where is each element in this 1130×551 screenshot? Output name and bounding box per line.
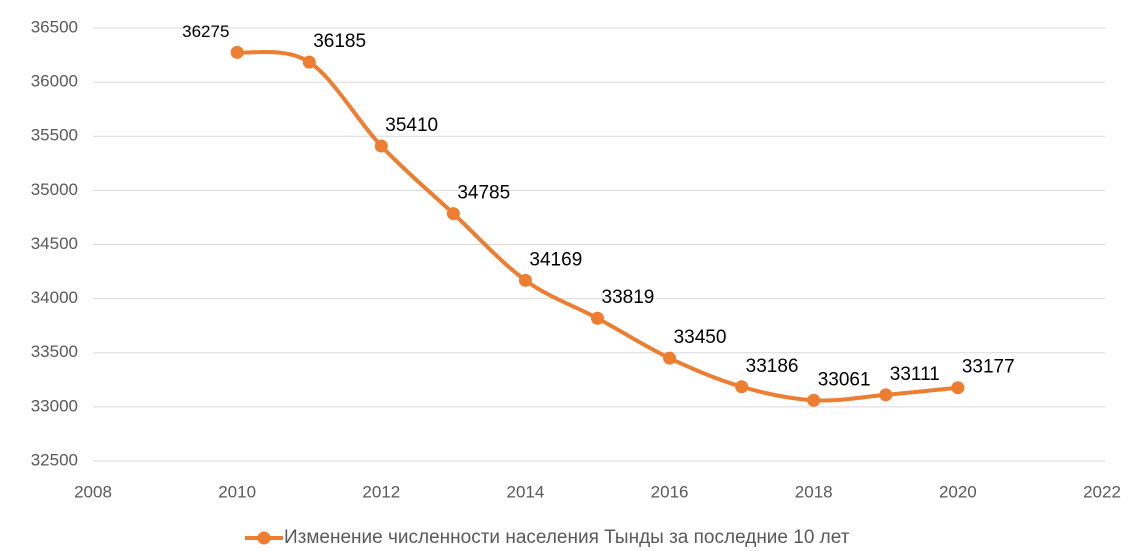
point [518,273,532,287]
x-tick-label: 2016 [651,482,689,501]
point [663,351,677,365]
data-label: 33061 [818,369,871,390]
point [951,381,965,395]
y-tick-label: 33500 [31,342,78,361]
x-tick-label: 2018 [795,482,833,501]
point [302,55,316,69]
data-label: 34169 [529,249,582,270]
y-tick-label: 34000 [31,288,78,307]
data-label: 36275 [182,22,229,41]
series-line [236,49,959,403]
y-tick-label: 35000 [31,180,78,199]
x-tick-label: 2014 [507,482,545,501]
point [591,311,604,325]
y-tick-label: 36500 [31,17,78,36]
data-label: 36185 [313,31,366,52]
y-tick-label: 34500 [31,234,78,253]
x-tick-label: 2008 [74,482,112,501]
point [807,393,821,407]
point [735,380,749,394]
data-label: 33450 [674,327,727,348]
data-label: 33177 [962,357,1015,378]
data-label: 35410 [385,115,438,136]
data-label: 34785 [457,183,510,204]
y-tick-label: 33000 [31,396,78,415]
x-tick-label: 2012 [362,482,400,501]
data-label: 33111 [890,364,940,385]
legend-marker [257,531,271,545]
x-tick-label: 2022 [1083,482,1121,501]
x-tick-label: 2020 [939,482,977,501]
data-label: 33819 [602,287,655,308]
point [374,139,388,153]
x-tick-label: 2010 [218,482,256,501]
point [879,388,893,402]
legend-label: Изменение численности населения Тынды за… [284,527,850,548]
y-tick-label: 35500 [31,126,78,145]
data-label: 33186 [746,356,799,377]
point [446,207,460,221]
y-tick-label: 36000 [31,72,78,91]
point [230,45,244,59]
y-tick-label: 32500 [31,450,78,469]
